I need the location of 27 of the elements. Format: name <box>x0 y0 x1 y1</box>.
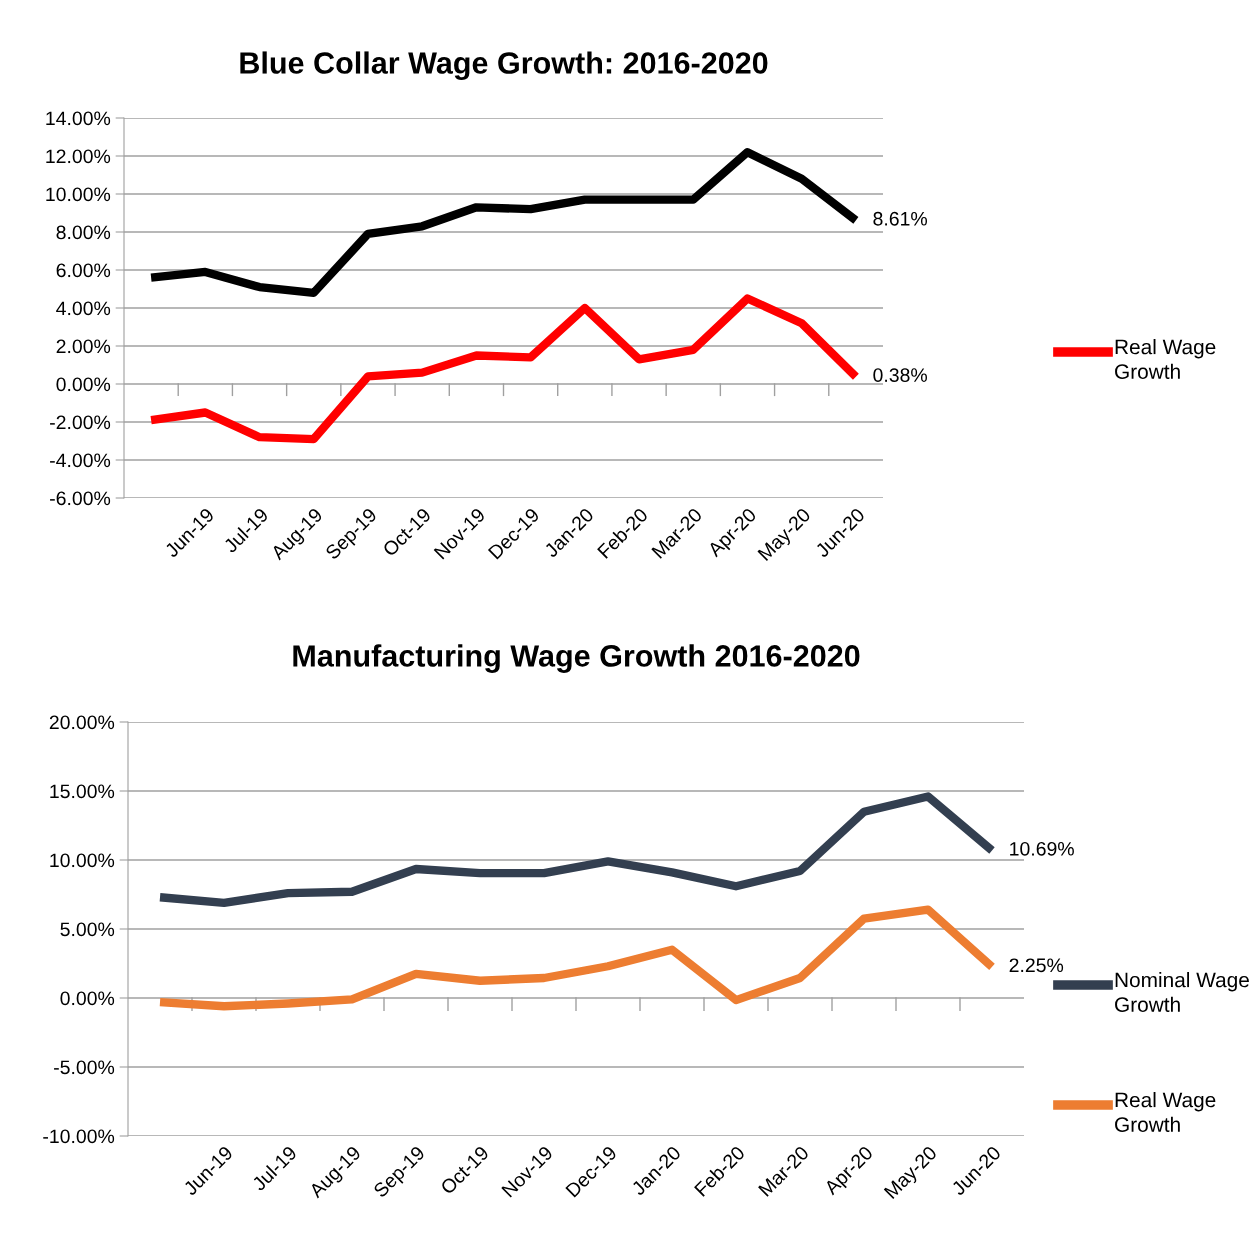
y-tick-label: -10.00% <box>43 1129 115 1144</box>
data-label: 8.61% <box>873 211 927 226</box>
data-label: 10.69% <box>1010 841 1074 856</box>
y-tick-label: 20.00% <box>49 715 115 730</box>
data-label: 2.25% <box>1009 958 1064 973</box>
y-tick-label: -2.00% <box>50 415 111 430</box>
legend-label: Real Wage Growth <box>1115 1092 1216 1133</box>
y-tick-label: 12.00% <box>46 149 111 164</box>
legend-label: Nominal Wage Growth <box>1115 972 1249 1013</box>
y-tick-label: 15.00% <box>50 784 115 799</box>
y-tick-label: 5.00% <box>60 922 115 937</box>
y-tick-label: 10.00% <box>50 853 115 868</box>
y-tick-label: 4.00% <box>56 301 111 316</box>
y-tick-label: -5.00% <box>54 1060 115 1075</box>
data-label: 0.38% <box>873 368 927 382</box>
y-tick-label: -4.00% <box>50 453 111 468</box>
chart-title: Blue Collar Wage Growth: 2016-2020 <box>240 51 768 81</box>
chart-title: Manufacturing Wage Growth 2016-2020 <box>293 644 860 673</box>
y-tick-label: 6.00% <box>56 263 111 278</box>
y-tick-label: 14.00% <box>46 111 111 126</box>
y-tick-label: 10.00% <box>46 187 111 202</box>
y-tick-label: 0.00% <box>60 991 115 1006</box>
y-tick-label: 2.00% <box>56 339 111 354</box>
y-tick-label: 8.00% <box>56 225 111 240</box>
y-tick-label: -6.00% <box>50 491 111 506</box>
y-tick-label: 0.00% <box>56 377 111 392</box>
legend-label: Real Wage Growth <box>1115 339 1216 380</box>
